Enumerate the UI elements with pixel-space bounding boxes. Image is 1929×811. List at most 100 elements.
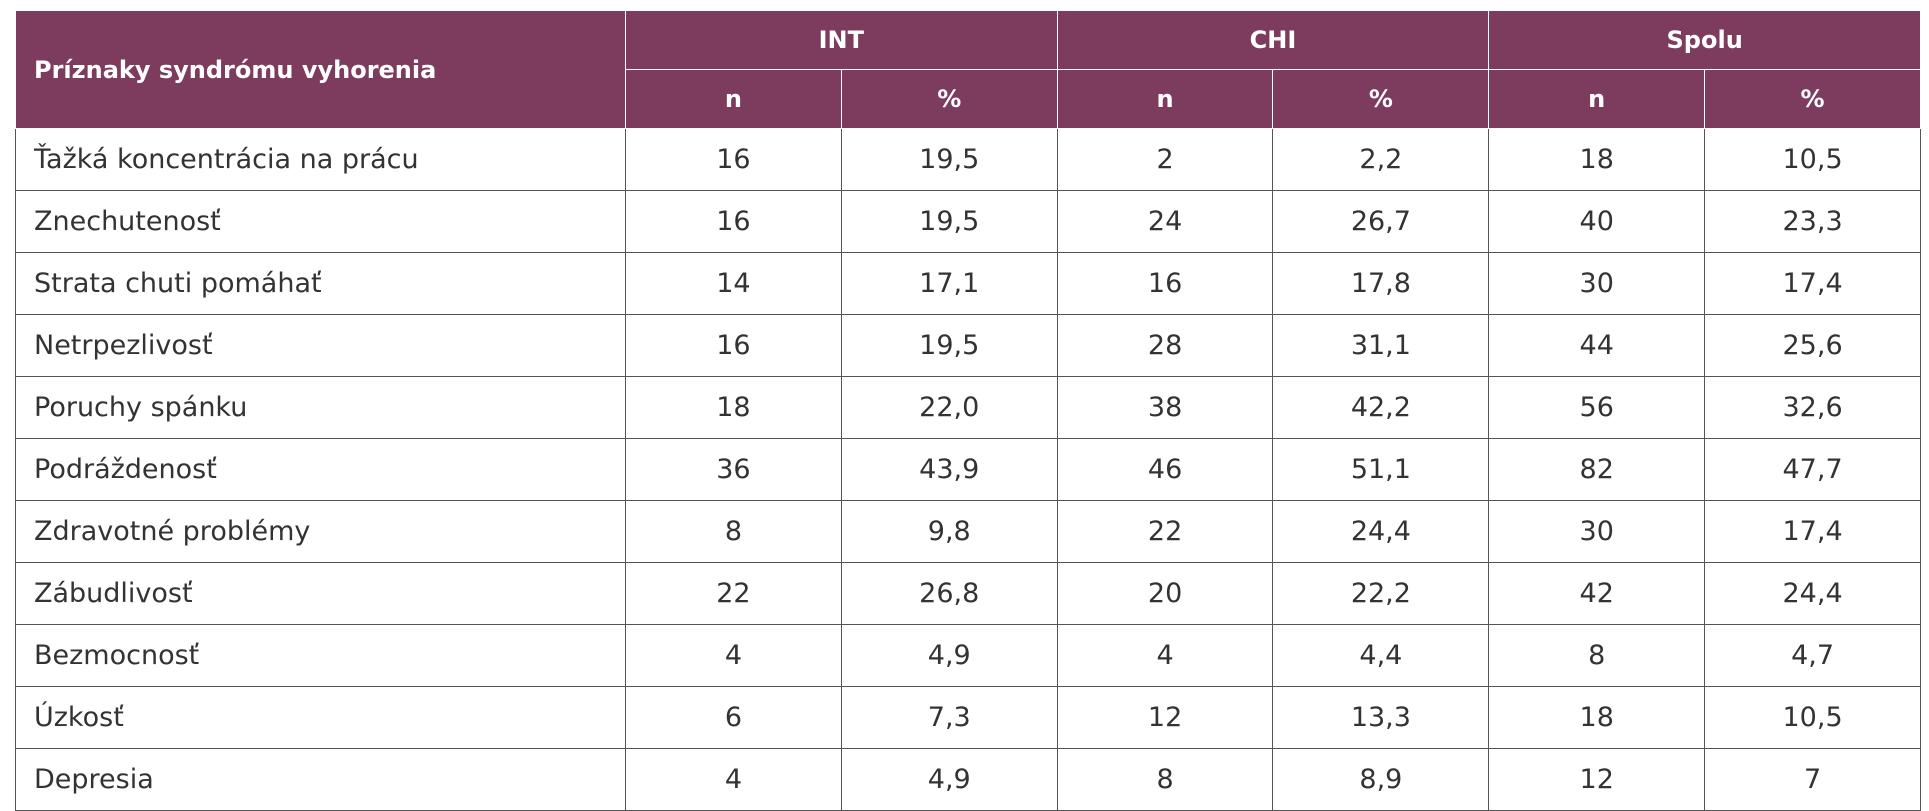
group-header: INT <box>625 10 1058 70</box>
cell: 19,5 <box>840 128 1058 191</box>
cell: 47,7 <box>1704 438 1921 501</box>
cell: 22 <box>625 562 842 625</box>
header-row: n% n% n% <box>16 69 1921 129</box>
cell: 4 <box>625 748 842 811</box>
table-row: Zdravotné problémy 8 9,8 22 24,4 30 17,4 <box>15 500 1921 563</box>
cell: 8 <box>625 500 842 563</box>
cell: 16 <box>625 314 842 377</box>
cell: 28 <box>1056 314 1274 377</box>
row-label: Znechutenosť <box>15 190 626 253</box>
cell: 25,6 <box>1704 314 1921 377</box>
cell: 40 <box>1488 190 1706 253</box>
group-header: Spolu <box>1488 10 1921 70</box>
subcol-header: n <box>1056 69 1274 129</box>
cell: 16 <box>625 190 842 253</box>
cell: 31,1 <box>1272 314 1490 377</box>
subcol-header: % <box>1704 69 1921 129</box>
table-row: Znechutenosť 16 19,5 24 26,7 40 23,3 <box>15 190 1921 253</box>
cell: 13,3 <box>1272 686 1490 749</box>
cell: 17,4 <box>1704 500 1921 563</box>
table-row: Zábudlivosť 22 26,8 20 22,2 42 24,4 <box>15 562 1921 625</box>
cell: 7,3 <box>840 686 1058 749</box>
cell: 20 <box>1056 562 1274 625</box>
header-row: Príznaky syndrómu vyhorenia INT CHI Spolu <box>15 10 1921 129</box>
cell: 12 <box>1488 748 1706 811</box>
table-row: Depresia 4 4,9 8 8,9 12 7 <box>15 748 1921 811</box>
cell: 42 <box>1488 562 1706 625</box>
cell: 18 <box>1488 686 1706 749</box>
cell: 56 <box>1488 376 1706 439</box>
cell: 16 <box>625 128 842 191</box>
row-label: Strata chuti pomáhať <box>15 252 626 315</box>
cell: 46 <box>1056 438 1274 501</box>
table-row: Ťažká koncentrácia na prácu 16 19,5 2 2,2 18 1… <box>15 128 1921 191</box>
cell: 16 <box>1056 252 1274 315</box>
group-header: CHI <box>1056 10 1490 70</box>
row-label: Zdravotné problémy <box>15 500 626 563</box>
row-label: Depresia <box>15 748 626 811</box>
cell: 14 <box>625 252 842 315</box>
cell: 19,5 <box>840 190 1058 253</box>
cell: 24,4 <box>1272 500 1490 563</box>
cell: 4,7 <box>1704 624 1921 687</box>
cell: 8 <box>1488 624 1706 687</box>
cell: 51,1 <box>1272 438 1490 501</box>
table-row: Úzkosť 6 7,3 12 13,3 18 10,5 <box>15 686 1921 749</box>
cell: 22,0 <box>840 376 1058 439</box>
table-row: Bezmocnosť 4 4,9 4 4,4 8 4,7 <box>15 624 1921 687</box>
cell: 24 <box>1056 190 1274 253</box>
cell: 26,7 <box>1272 190 1490 253</box>
cell: 17,1 <box>840 252 1058 315</box>
cell: 22 <box>1056 500 1274 563</box>
row-label: Poruchy spánku <box>15 376 626 439</box>
row-label: Ťažká koncentrácia na prácu <box>15 128 626 191</box>
cell: 4 <box>625 624 842 687</box>
cell: 32,6 <box>1704 376 1921 439</box>
cell: 8 <box>1056 748 1274 811</box>
cell: 8,9 <box>1272 748 1490 811</box>
cell: 24,4 <box>1704 562 1921 625</box>
cell: 17,4 <box>1704 252 1921 315</box>
cell: 44 <box>1488 314 1706 377</box>
cell: 19,5 <box>840 314 1058 377</box>
table-body: Ťažká koncentrácia na prácu 16 19,5 2 2,2 18 1… <box>15 128 1921 811</box>
cell: 4 <box>1056 624 1274 687</box>
row-label: Zábudlivosť <box>15 562 626 625</box>
cell: 38 <box>1056 376 1274 439</box>
cell: 30 <box>1488 500 1706 563</box>
cell: 7 <box>1704 748 1921 811</box>
row-label: Netrpezlivosť <box>15 314 626 377</box>
subcol-header: n <box>1488 69 1706 129</box>
cell: 10,5 <box>1704 128 1921 191</box>
cell: 2 <box>1056 128 1274 191</box>
cell: 2,2 <box>1272 128 1490 191</box>
subcol-header: % <box>840 69 1058 129</box>
cell: 26,8 <box>840 562 1058 625</box>
cell: 4,9 <box>840 748 1058 811</box>
cell: 17,8 <box>1272 252 1490 315</box>
table-header: Príznaky syndrómu vyhorenia INT CHI Spolu … <box>15 10 1921 129</box>
cell: 22,2 <box>1272 562 1490 625</box>
cell: 42,2 <box>1272 376 1490 439</box>
subcol-header: n <box>625 69 842 129</box>
cell: 18 <box>1488 128 1706 191</box>
table-row: Poruchy spánku 18 22,0 38 42,2 56 32,6 <box>15 376 1921 439</box>
cell: 12 <box>1056 686 1274 749</box>
table-row: Netrpezlivosť 16 19,5 28 31,1 44 25,6 <box>15 314 1921 377</box>
cell: 43,9 <box>840 438 1058 501</box>
cell: 30 <box>1488 252 1706 315</box>
cell: 6 <box>625 686 842 749</box>
cell: 4,4 <box>1272 624 1490 687</box>
table-row: Strata chuti pomáhať 14 17,1 16 17,8 30 17,4 <box>15 252 1921 315</box>
cell: 9,8 <box>840 500 1058 563</box>
row-label: Úzkosť <box>15 686 626 749</box>
cell: 23,3 <box>1704 190 1921 253</box>
header-title: Príznaky syndrómu vyhorenia <box>15 10 626 129</box>
cell: 82 <box>1488 438 1706 501</box>
subcol-header: % <box>1272 69 1490 129</box>
row-label: Podráždenosť <box>15 438 626 501</box>
cell: 18 <box>625 376 842 439</box>
table-row: Podráždenosť 36 43,9 46 51,1 82 47,7 <box>15 438 1921 501</box>
row-label: Bezmocnosť <box>15 624 626 687</box>
